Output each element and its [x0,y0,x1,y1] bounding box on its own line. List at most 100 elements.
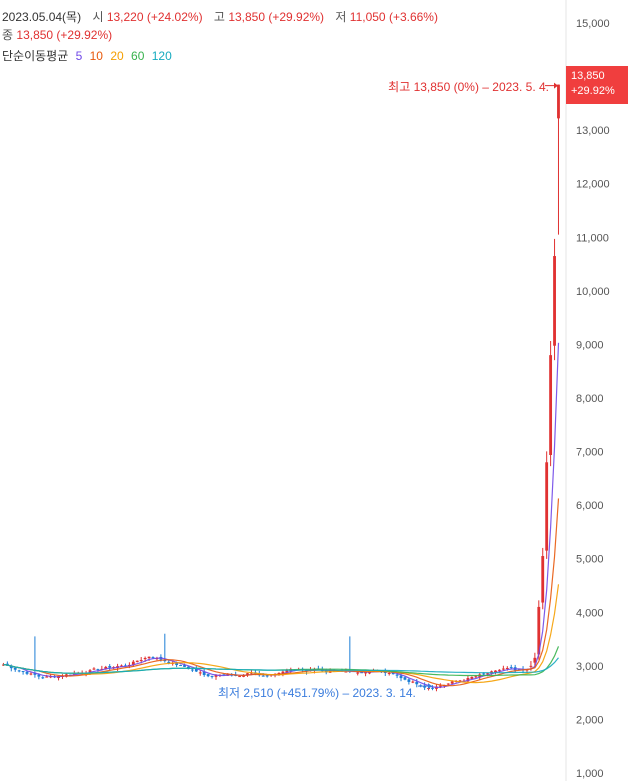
candle-body [450,681,454,684]
candle-body [17,670,21,672]
candle-body [222,674,226,676]
candle-body [458,680,462,682]
candle-body [387,672,391,674]
candle-body [72,673,76,675]
candle-body [96,669,100,671]
candle-body [391,672,395,675]
y-tick-label: 15,000 [576,18,610,30]
candle-body [265,675,269,677]
y-tick-label: 10,000 [576,286,610,298]
high-value: 13,850 (+29.92%) [228,10,325,24]
ma-line-5 [3,342,560,689]
candle-body [139,659,143,661]
candle-body [88,670,92,672]
candle-body [175,663,179,666]
ohlc-date: 2023.05.04(목) [2,10,82,24]
open-label: 시 [92,10,104,24]
candle-body [194,668,198,672]
candle-body [210,675,214,677]
candle-body [104,666,108,670]
candle-body [143,657,147,660]
candle-body [399,675,403,679]
candle-body [45,676,49,678]
candle-body [183,665,186,667]
candle-body [470,676,474,679]
candle-body [545,462,549,551]
ma-line-60 [3,646,560,677]
candle-body [549,355,553,455]
candle-body [364,672,368,674]
all-time-low-annotation: 최저 2,510 (+451.79%) – 2023. 3. 14. [218,686,416,700]
low-arrow-head [428,683,432,690]
candle-body [108,666,112,668]
candle-body [206,674,210,677]
candle-body [553,256,556,346]
moving-average-legend[interactable]: 단순이동평균 5 10 20 60 120 [2,47,176,64]
candle-body [202,671,206,676]
candle-body [33,673,37,675]
y-tick-label: 2,000 [576,714,604,726]
ma-legend-120: 120 [151,49,172,63]
high-arrow-head [554,82,558,89]
candle-body [281,671,285,674]
y-tick-label: 12,000 [576,179,610,191]
candle-body [407,679,411,682]
candle-body [533,657,537,663]
candle-body [261,675,265,677]
ma-legend-title: 단순이동평균 [2,49,69,63]
ma-legend-20: 20 [110,49,124,63]
candle-body [21,671,25,673]
y-tick-label: 1,000 [576,768,604,780]
candle-body [505,667,509,669]
candle-body [415,681,419,685]
candle-body [167,661,171,664]
candle-body [9,665,13,669]
close-value: 13,850 (+29.92%) [16,28,113,42]
candle-body [541,556,545,603]
current-price-badge: 13,850 +29.92% [566,66,628,104]
candle-body [501,668,505,670]
candle-body [285,670,289,673]
all-time-high-annotation: 최고 13,850 (0%) – 2023. 5. 4. [388,80,549,94]
y-tick-label: 8,000 [576,393,604,405]
candle-body [356,672,360,674]
candle-body [474,676,478,678]
ohlc-info-line: 2023.05.04(목) 시 13,220 (+24.02%) 고 13,85… [2,8,438,25]
y-tick-label: 11,000 [576,232,609,244]
candle-body [198,672,202,674]
candle-body [494,670,497,673]
candle-body [120,665,123,667]
candle-body [277,672,281,674]
candle-body [529,665,533,667]
y-tick-label: 9,000 [576,339,604,351]
candle-body [238,676,242,678]
candle-body [13,667,17,670]
candle-body [403,677,407,680]
y-tick-label: 7,000 [576,447,604,459]
low-value: 11,050 (+3.66%) [349,10,438,24]
candle-body [431,687,434,689]
candle-body [360,672,364,674]
candle-body [446,683,450,685]
close-label: 종 [2,28,14,42]
candle-body [41,677,45,679]
candle-body [246,673,249,676]
candle-body [29,673,33,675]
ma-line-20 [3,584,560,684]
candle-body [135,660,139,662]
candle-body [92,668,96,670]
close-info-line: 종 13,850 (+29.92%) [2,26,112,43]
candle-body [395,674,399,676]
low-label: 저 [335,10,347,24]
candle-body [411,681,415,683]
ma-legend-5: 5 [75,49,83,63]
y-tick-label: 3,000 [576,661,604,673]
ma-line-120 [3,657,559,674]
candle-body [25,671,29,674]
candle-body [214,675,218,677]
candle-body [147,656,151,659]
y-tick-label: 6,000 [576,500,604,512]
current-change: +29.92% [571,85,615,97]
current-price: 13,850 [571,70,605,82]
